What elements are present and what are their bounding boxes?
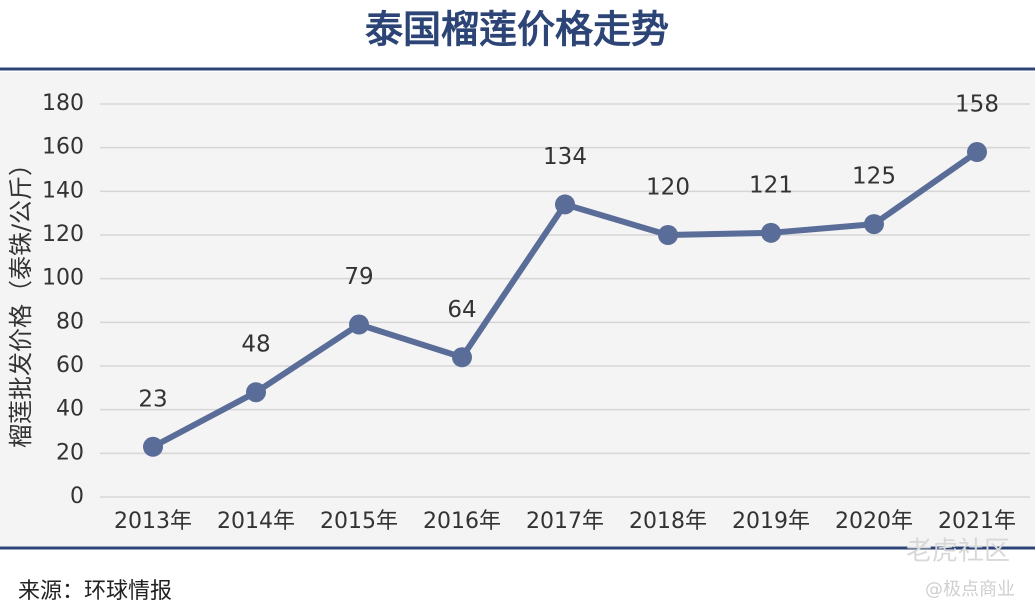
point xyxy=(967,142,987,163)
value-label: 23 xyxy=(138,386,167,412)
point xyxy=(658,225,678,245)
y-tick-label: 140 xyxy=(42,178,84,203)
point xyxy=(555,194,575,215)
x-tick-label: 2018年 xyxy=(629,509,707,534)
y-tick-label: 120 xyxy=(42,222,84,247)
y-tick-label: 0 xyxy=(70,484,84,509)
x-tick-label: 2013年 xyxy=(114,509,192,534)
point xyxy=(349,314,369,335)
value-label: 64 xyxy=(447,297,476,323)
value-label: 121 xyxy=(749,172,793,198)
point xyxy=(864,214,884,235)
y-tick-label: 180 xyxy=(42,91,84,116)
x-tick-label: 2015年 xyxy=(320,509,398,534)
watermark: @极点商业 xyxy=(925,579,1015,600)
value-label: 158 xyxy=(955,92,999,118)
y-tick-label: 100 xyxy=(42,266,84,291)
value-label: 120 xyxy=(646,175,690,201)
y-tick-label: 80 xyxy=(56,309,84,334)
y-tick-label: 160 xyxy=(42,135,84,160)
point xyxy=(452,347,472,368)
point xyxy=(246,382,266,403)
x-tick-label: 2021年 xyxy=(938,509,1016,534)
point xyxy=(761,222,781,243)
value-label: 79 xyxy=(344,264,373,290)
y-axis-label: 榴莲批发价格（泰铢/公斤） xyxy=(7,152,35,448)
plot-background xyxy=(0,72,1035,546)
x-tick-label: 2020年 xyxy=(835,509,913,534)
watermark: 老虎社区 xyxy=(906,537,1010,567)
value-label: 48 xyxy=(241,332,270,358)
value-label: 125 xyxy=(852,164,896,190)
x-tick-label: 2017年 xyxy=(526,509,604,534)
y-tick-label: 60 xyxy=(56,353,84,378)
y-tick-label: 40 xyxy=(56,397,84,422)
x-tick-label: 2016年 xyxy=(423,509,501,534)
y-tick-label: 20 xyxy=(56,440,84,465)
chart-title: 泰国榴莲价格走势 xyxy=(365,8,669,52)
source: 来源：环球情报 xyxy=(18,579,172,604)
x-tick-label: 2019年 xyxy=(732,509,810,534)
x-tick-label: 2014年 xyxy=(217,509,295,534)
value-label: 134 xyxy=(543,144,587,170)
point xyxy=(143,436,163,457)
